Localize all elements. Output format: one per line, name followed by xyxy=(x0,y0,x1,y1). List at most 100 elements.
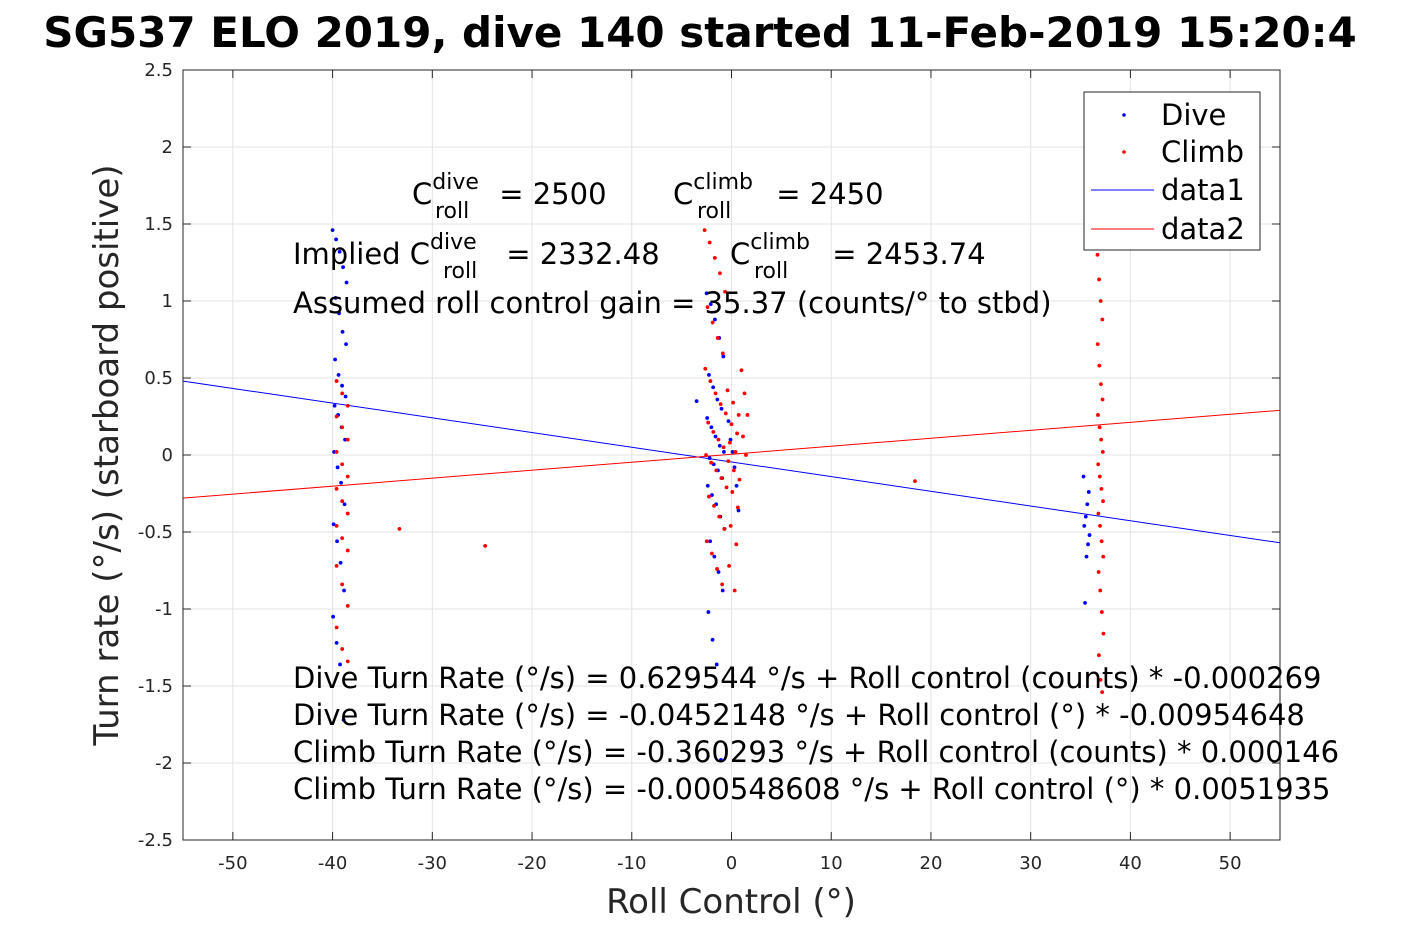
annotation-fit-line-3: Climb Turn Rate (°/s) = -0.360293 °/s + … xyxy=(293,735,1339,769)
climb-point xyxy=(1099,539,1104,544)
climb-point xyxy=(340,499,345,504)
climb-point xyxy=(1096,653,1101,658)
annotation-c-roll-climb: Cclimb roll = 2450 xyxy=(673,170,884,224)
x-tick-label: 20 xyxy=(920,853,943,874)
ann-value: = 2450 xyxy=(767,177,884,211)
dive-point xyxy=(715,397,720,402)
dive-point xyxy=(706,610,711,614)
legend-item-dive: Dive xyxy=(1122,98,1226,132)
annotation-c-roll-dive: Cdive roll = 2500 xyxy=(412,170,607,224)
dive-point xyxy=(1087,533,1092,537)
climb-point xyxy=(735,431,739,436)
dive-point xyxy=(736,508,741,513)
dive-point xyxy=(710,637,715,642)
climb-point xyxy=(731,468,736,473)
climb-point xyxy=(345,604,350,608)
dive-point xyxy=(714,662,719,667)
climb-point xyxy=(712,503,716,508)
dive-point xyxy=(344,342,348,347)
axes-frame xyxy=(182,69,1281,841)
dive-point xyxy=(1083,514,1088,519)
climb-point xyxy=(1101,631,1106,636)
x-tick-label: 40 xyxy=(1119,853,1142,874)
climb-point xyxy=(711,430,716,434)
climb-point xyxy=(1100,450,1105,454)
dive-point xyxy=(705,483,710,488)
dive-point xyxy=(338,560,343,565)
ann-value: = 2453.74 xyxy=(823,237,986,271)
ann-value: = 2500 xyxy=(490,177,607,211)
x-tick-label: 10 xyxy=(820,853,843,874)
climb-point xyxy=(730,490,735,494)
climb-point xyxy=(334,450,339,454)
dive-point xyxy=(341,717,346,722)
ann-base: C xyxy=(730,237,750,271)
climb-point xyxy=(706,420,711,425)
dive-point xyxy=(333,357,337,362)
dive-point xyxy=(726,419,731,424)
ann-sub: roll xyxy=(435,199,469,224)
climb-point xyxy=(715,567,719,571)
dive-point xyxy=(337,249,342,254)
climb-point xyxy=(721,445,726,450)
annotation-fit-line-1: Dive Turn Rate (°/s) = 0.629544 °/s + Ro… xyxy=(293,661,1321,695)
dive-point xyxy=(705,416,710,420)
ann-value: = 2332.48 xyxy=(497,237,660,271)
climb-point xyxy=(1101,554,1106,559)
climb-point xyxy=(1101,499,1105,504)
dive-point xyxy=(344,280,349,285)
climb-point xyxy=(1100,317,1105,322)
dive-point xyxy=(707,456,712,460)
legend-label-climb: Climb xyxy=(1161,135,1244,169)
climb-point xyxy=(715,336,720,340)
x-tick-label: 50 xyxy=(1219,853,1242,874)
climb-point xyxy=(733,450,738,454)
climb-point xyxy=(483,543,488,548)
dive-point xyxy=(709,425,714,430)
y-tick-label: 2.5 xyxy=(144,60,173,81)
y-tick-label: 2 xyxy=(162,137,173,158)
y-tick-label: -1 xyxy=(155,599,173,620)
legend-item-data2: data2 xyxy=(1091,212,1245,246)
dive-point xyxy=(722,450,726,454)
climb-point xyxy=(1097,425,1102,430)
y-axis-ticks: 2.5 2 1.5 1 0.5 0 -0.5 -1 -1.5 -2 -2.5 xyxy=(138,60,1280,851)
dive-point xyxy=(717,443,722,448)
dive-point xyxy=(342,502,347,507)
climb-point xyxy=(739,368,744,373)
climb-point xyxy=(707,494,711,499)
dive-point xyxy=(708,539,713,544)
legend-label-data1: data1 xyxy=(1161,173,1245,207)
ann-base: C xyxy=(412,177,432,211)
climb-point xyxy=(334,486,339,491)
dive-point xyxy=(331,522,336,527)
climb-point xyxy=(727,563,732,568)
ann-prefix: Implied xyxy=(293,237,410,271)
y-tick-label: -1.5 xyxy=(138,676,173,697)
dive-point xyxy=(730,450,735,454)
climb-point xyxy=(736,413,741,417)
dive-point xyxy=(707,373,711,377)
dive-point xyxy=(343,437,347,442)
climb-point xyxy=(741,434,745,439)
annotation-implied-climb: Cclimb roll = 2453.74 xyxy=(730,230,986,284)
climb-point xyxy=(708,379,713,383)
dive-point xyxy=(330,228,335,233)
x-tick-label: 30 xyxy=(1019,853,1042,874)
dive-point xyxy=(337,311,341,316)
climb-point xyxy=(1095,252,1100,257)
climb-point xyxy=(340,391,345,396)
climb-point xyxy=(702,228,707,233)
dive-point xyxy=(343,394,348,399)
climb-point xyxy=(1100,690,1104,695)
annotation-gain: Assumed roll control gain = 35.37 (count… xyxy=(293,286,1052,320)
annotation-implied-dive: Implied Cdive roll = 2332.48 xyxy=(293,230,660,284)
climb-point xyxy=(718,402,723,407)
climb-point xyxy=(720,351,725,356)
dive-point xyxy=(1085,502,1090,507)
climb-point xyxy=(735,505,740,510)
climb-point xyxy=(726,459,731,464)
climb-point xyxy=(722,527,727,531)
legend-label-dive: Dive xyxy=(1161,98,1226,132)
climb-point xyxy=(334,563,339,568)
